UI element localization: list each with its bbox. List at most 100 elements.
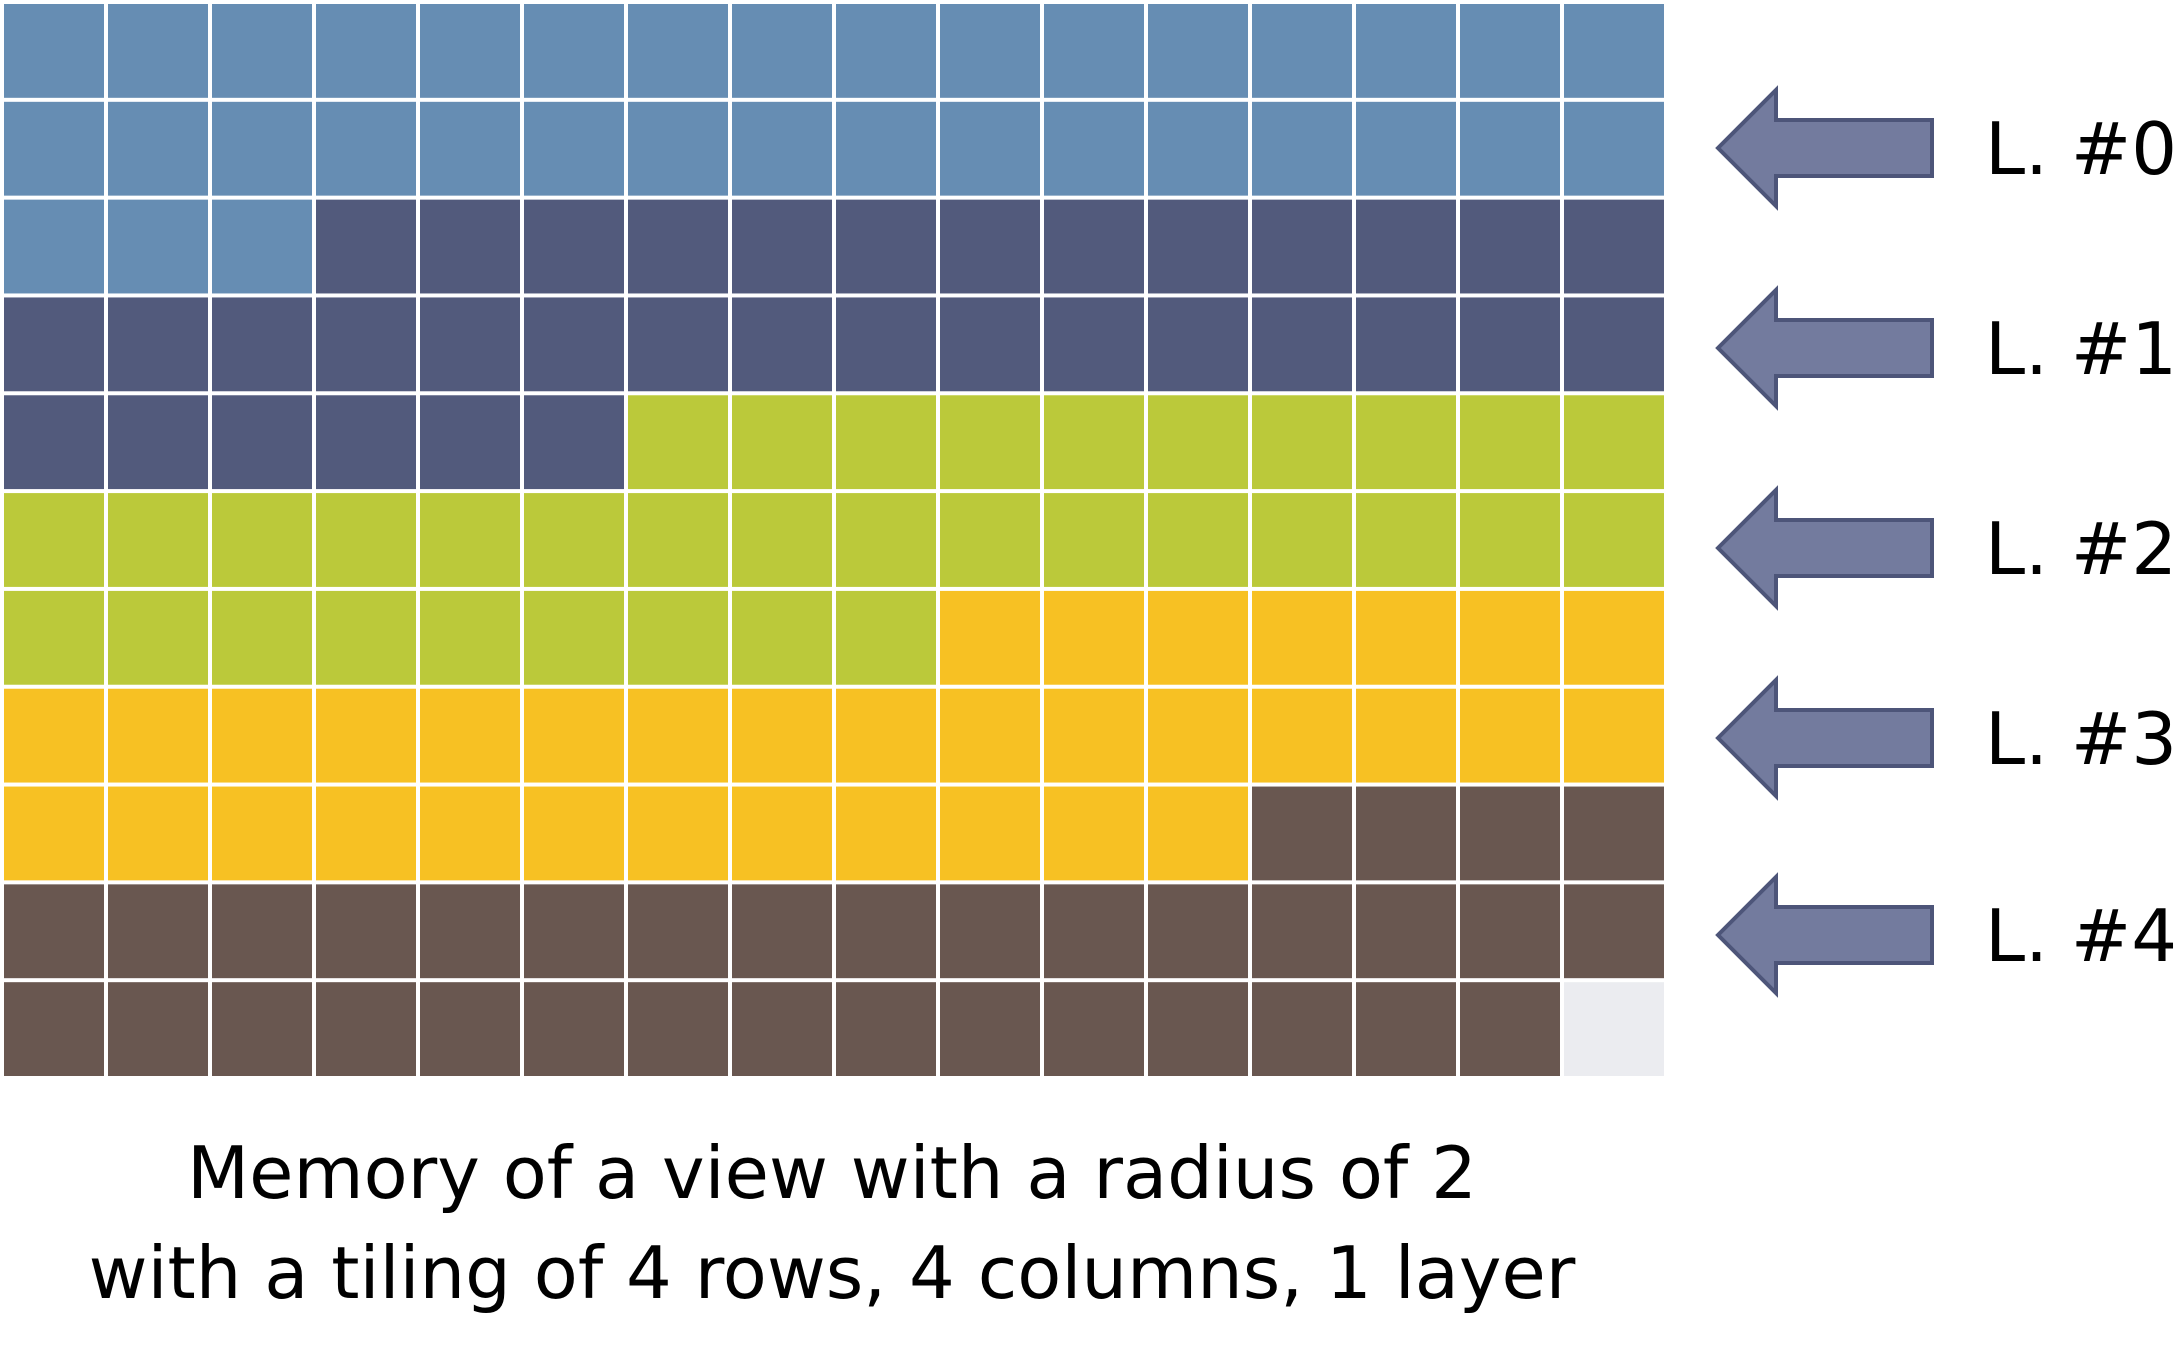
memory-cell-empty [1564, 982, 1664, 1076]
memory-cell-layer-4 [420, 884, 520, 979]
memory-cell-layer-4 [940, 982, 1040, 1076]
memory-cell-layer-3 [4, 786, 104, 881]
layer-arrows [1715, 85, 1934, 998]
memory-cell-layer-1 [524, 297, 624, 392]
memory-cell-layer-4 [524, 982, 624, 1076]
memory-cell-layer-0 [1564, 4, 1664, 98]
memory-cell-layer-3 [732, 688, 832, 783]
memory-cell-layer-3 [1148, 688, 1248, 783]
memory-cell-layer-1 [1252, 297, 1352, 392]
layer-1-arrow-icon [1715, 285, 1934, 411]
memory-cell-layer-3 [1252, 590, 1352, 685]
memory-cell-layer-3 [108, 786, 208, 881]
memory-cell-layer-3 [1148, 786, 1248, 881]
memory-cell-layer-2 [1564, 493, 1664, 587]
memory-cell-layer-1 [940, 297, 1040, 392]
memory-cell-layer-4 [1356, 786, 1456, 881]
memory-cell-layer-0 [108, 4, 208, 98]
memory-cell-layer-2 [316, 493, 416, 587]
memory-cell-layer-3 [732, 786, 832, 881]
memory-cell-layer-4 [1460, 982, 1560, 1076]
memory-cell-layer-4 [316, 982, 416, 1076]
memory-cell-layer-1 [1148, 199, 1248, 294]
memory-cell-layer-2 [1460, 395, 1560, 490]
memory-cell-layer-1 [212, 297, 312, 392]
memory-cell-layer-0 [524, 4, 624, 98]
memory-cell-layer-3 [1044, 688, 1144, 783]
memory-cell-layer-2 [1252, 493, 1352, 587]
memory-cell-layer-4 [1148, 982, 1248, 1076]
memory-cell-layer-4 [1252, 982, 1352, 1076]
memory-cell-layer-3 [212, 688, 312, 783]
memory-cell-layer-4 [1044, 884, 1144, 979]
memory-cell-layer-1 [836, 199, 936, 294]
memory-cell-layer-4 [940, 884, 1040, 979]
memory-cell-layer-2 [420, 493, 520, 587]
memory-cell-layer-2 [1044, 493, 1144, 587]
memory-cell-layer-2 [1148, 493, 1248, 587]
layer-labels: L. #0 L. #1 L. #2 L. #3 L. #4 [1985, 107, 2177, 978]
memory-cell-layer-0 [1252, 101, 1352, 196]
memory-cell-layer-1 [1044, 297, 1144, 392]
memory-cell-layer-3 [940, 786, 1040, 881]
caption-line-2: with a tiling of 4 rows, 4 columns, 1 la… [89, 1231, 1576, 1315]
memory-cell-layer-3 [836, 688, 936, 783]
memory-cell-layer-4 [1252, 884, 1352, 979]
memory-cell-layer-3 [1564, 590, 1664, 685]
memory-cell-layer-4 [108, 982, 208, 1076]
memory-cell-layer-2 [1564, 395, 1664, 490]
memory-cell-layer-4 [4, 982, 104, 1076]
memory-cell-layer-3 [4, 688, 104, 783]
memory-cell-layer-0 [732, 101, 832, 196]
memory-cell-layer-0 [1044, 4, 1144, 98]
memory-cell-layer-3 [316, 688, 416, 783]
memory-cell-layer-1 [732, 199, 832, 294]
memory-cell-layer-1 [628, 199, 728, 294]
memory-cell-layer-0 [316, 4, 416, 98]
memory-cell-layer-0 [108, 199, 208, 294]
memory-cell-layer-3 [108, 688, 208, 783]
memory-cell-layer-0 [1460, 4, 1560, 98]
memory-cell-layer-4 [732, 982, 832, 1076]
memory-cell-layer-0 [732, 4, 832, 98]
memory-cell-layer-3 [1044, 590, 1144, 685]
memory-cell-layer-3 [1148, 590, 1248, 685]
layer-4-arrow-icon [1715, 872, 1934, 998]
memory-cell-layer-2 [1460, 493, 1560, 587]
memory-cell-layer-3 [1564, 688, 1664, 783]
memory-cell-layer-2 [732, 590, 832, 685]
memory-cell-grid [4, 4, 1664, 1076]
memory-cell-layer-0 [1564, 101, 1664, 196]
memory-cell-layer-0 [1148, 101, 1248, 196]
memory-cell-layer-4 [836, 884, 936, 979]
memory-cell-layer-0 [316, 101, 416, 196]
memory-cell-layer-2 [836, 493, 936, 587]
memory-cell-layer-4 [1148, 884, 1248, 979]
memory-cell-layer-1 [316, 199, 416, 294]
memory-cell-layer-2 [108, 590, 208, 685]
memory-cell-layer-1 [524, 395, 624, 490]
memory-cell-layer-0 [1356, 101, 1456, 196]
memory-cell-layer-4 [628, 884, 728, 979]
caption-line-1: Memory of a view with a radius of 2 [187, 1131, 1477, 1215]
memory-cell-layer-3 [1460, 688, 1560, 783]
memory-cell-layer-1 [316, 395, 416, 490]
memory-cell-layer-0 [4, 199, 104, 294]
memory-cell-layer-4 [420, 982, 520, 1076]
layer-1-label: L. #1 [1985, 307, 2177, 391]
memory-cell-layer-3 [212, 786, 312, 881]
memory-cell-layer-1 [1356, 297, 1456, 392]
memory-cell-layer-3 [836, 786, 936, 881]
memory-cell-layer-4 [1044, 982, 1144, 1076]
memory-cell-layer-4 [524, 884, 624, 979]
layer-2-label: L. #2 [1985, 507, 2177, 591]
memory-cell-layer-3 [940, 590, 1040, 685]
memory-cell-layer-1 [4, 395, 104, 490]
memory-cell-layer-2 [316, 590, 416, 685]
memory-cell-layer-3 [1356, 590, 1456, 685]
memory-cell-layer-3 [628, 688, 728, 783]
layer-0-arrow-icon [1715, 85, 1934, 211]
memory-cell-layer-2 [628, 395, 728, 490]
memory-cell-layer-1 [1356, 199, 1456, 294]
memory-cell-layer-0 [212, 199, 312, 294]
